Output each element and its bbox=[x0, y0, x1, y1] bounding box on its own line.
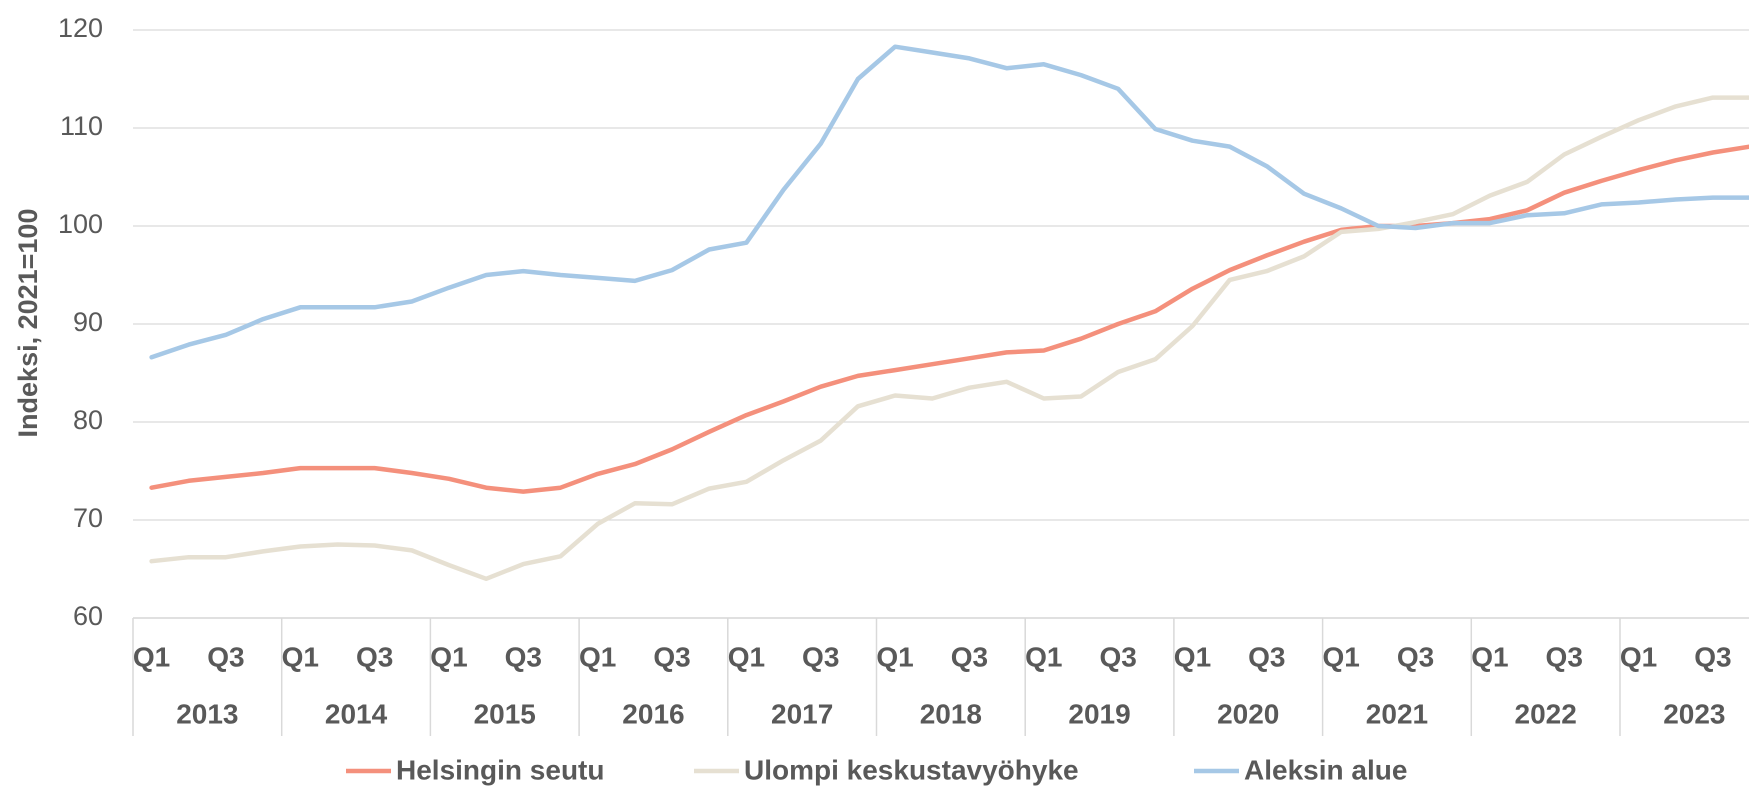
y-tick-label: 110 bbox=[60, 111, 103, 141]
year-label: 2015 bbox=[474, 698, 536, 729]
x-tick-label: Q3 bbox=[356, 641, 393, 672]
x-tick-label: Q3 bbox=[653, 641, 690, 672]
x-tick-label: Q1 bbox=[430, 641, 467, 672]
y-tick-label: 80 bbox=[73, 405, 103, 435]
x-tick-label: Q1 bbox=[1174, 641, 1211, 672]
year-label: 2017 bbox=[771, 698, 833, 729]
x-tick-label: Q1 bbox=[1323, 641, 1360, 672]
x-tick-label: Q3 bbox=[1546, 641, 1583, 672]
y-tick-label: 120 bbox=[58, 13, 103, 43]
x-tick-label: Q3 bbox=[1099, 641, 1136, 672]
x-tick-label: Q3 bbox=[505, 641, 542, 672]
year-label: 2013 bbox=[176, 698, 238, 729]
series-line bbox=[149, 44, 1749, 360]
y-tick-label: 100 bbox=[58, 209, 103, 239]
x-tick-label: Q3 bbox=[1397, 641, 1434, 672]
year-label: 2018 bbox=[920, 698, 982, 729]
x-tick-label: Q3 bbox=[1694, 641, 1731, 672]
x-tick-label: Q1 bbox=[1620, 641, 1657, 672]
year-label: 2019 bbox=[1068, 698, 1130, 729]
x-tick-label: Q3 bbox=[802, 641, 839, 672]
legend-label: Aleksin alue bbox=[1244, 754, 1407, 785]
y-tick-label: 70 bbox=[73, 503, 103, 533]
x-tick-label: Q1 bbox=[579, 641, 616, 672]
y-axis-title: Indeksi, 2021=100 bbox=[13, 209, 43, 438]
x-tick-label: Q1 bbox=[133, 641, 170, 672]
year-label: 2023 bbox=[1663, 698, 1725, 729]
year-label: 2014 bbox=[325, 698, 388, 729]
x-tick-label: Q3 bbox=[951, 641, 988, 672]
x-tick-label: Q3 bbox=[1248, 641, 1285, 672]
x-tick-label: Q1 bbox=[728, 641, 765, 672]
x-tick-label: Q1 bbox=[1025, 641, 1062, 672]
y-tick-label: 60 bbox=[73, 601, 103, 631]
year-label: 2020 bbox=[1217, 698, 1279, 729]
series-line bbox=[149, 144, 1749, 494]
year-label: 2016 bbox=[622, 698, 684, 729]
series-line bbox=[149, 95, 1749, 582]
legend-label: Ulompi keskustavyöhyke bbox=[744, 754, 1079, 785]
legend-label: Helsingin seutu bbox=[396, 754, 604, 785]
year-label: 2022 bbox=[1515, 698, 1577, 729]
x-tick-label: Q1 bbox=[282, 641, 319, 672]
x-tick-label: Q1 bbox=[876, 641, 913, 672]
year-label: 2021 bbox=[1366, 698, 1428, 729]
x-tick-label: Q1 bbox=[1471, 641, 1508, 672]
y-tick-label: 90 bbox=[73, 307, 103, 337]
x-tick-label: Q3 bbox=[207, 641, 244, 672]
